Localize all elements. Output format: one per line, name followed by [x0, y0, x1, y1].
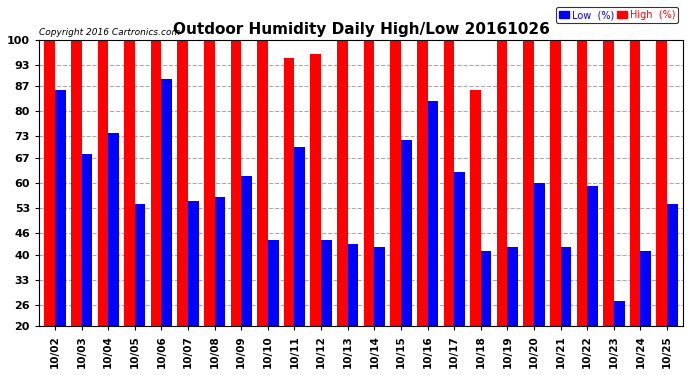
- Bar: [71, 40, 81, 375]
- Bar: [444, 40, 454, 375]
- Text: Copyright 2016 Cartronics.com: Copyright 2016 Cartronics.com: [39, 28, 180, 37]
- Bar: [348, 244, 358, 375]
- Bar: [507, 248, 518, 375]
- Bar: [204, 40, 215, 375]
- Legend: Low  (%), High  (%): Low (%), High (%): [556, 7, 678, 23]
- Bar: [257, 40, 268, 375]
- Bar: [481, 251, 491, 375]
- Bar: [188, 201, 199, 375]
- Bar: [524, 40, 534, 375]
- Bar: [310, 54, 321, 375]
- Bar: [321, 240, 332, 375]
- Bar: [401, 140, 411, 375]
- Bar: [577, 40, 587, 375]
- Bar: [108, 133, 119, 375]
- Title: Outdoor Humidity Daily High/Low 20161026: Outdoor Humidity Daily High/Low 20161026: [172, 22, 549, 37]
- Bar: [374, 248, 385, 375]
- Bar: [135, 204, 146, 375]
- Bar: [667, 204, 678, 375]
- Bar: [428, 100, 438, 375]
- Bar: [561, 248, 571, 375]
- Bar: [44, 40, 55, 375]
- Bar: [241, 176, 252, 375]
- Bar: [417, 40, 428, 375]
- Bar: [295, 147, 305, 375]
- Bar: [470, 90, 481, 375]
- Bar: [177, 40, 188, 375]
- Bar: [337, 40, 348, 375]
- Bar: [656, 40, 667, 375]
- Bar: [268, 240, 279, 375]
- Bar: [391, 40, 401, 375]
- Bar: [454, 172, 465, 375]
- Bar: [534, 183, 544, 375]
- Bar: [587, 186, 598, 375]
- Bar: [230, 40, 241, 375]
- Bar: [215, 197, 225, 375]
- Bar: [364, 40, 374, 375]
- Bar: [150, 40, 161, 375]
- Bar: [161, 79, 172, 375]
- Bar: [284, 57, 295, 375]
- Bar: [614, 301, 624, 375]
- Bar: [630, 40, 640, 375]
- Bar: [497, 40, 507, 375]
- Bar: [55, 90, 66, 375]
- Bar: [97, 40, 108, 375]
- Bar: [124, 40, 135, 375]
- Bar: [550, 40, 561, 375]
- Bar: [640, 251, 651, 375]
- Bar: [603, 40, 614, 375]
- Bar: [81, 154, 92, 375]
